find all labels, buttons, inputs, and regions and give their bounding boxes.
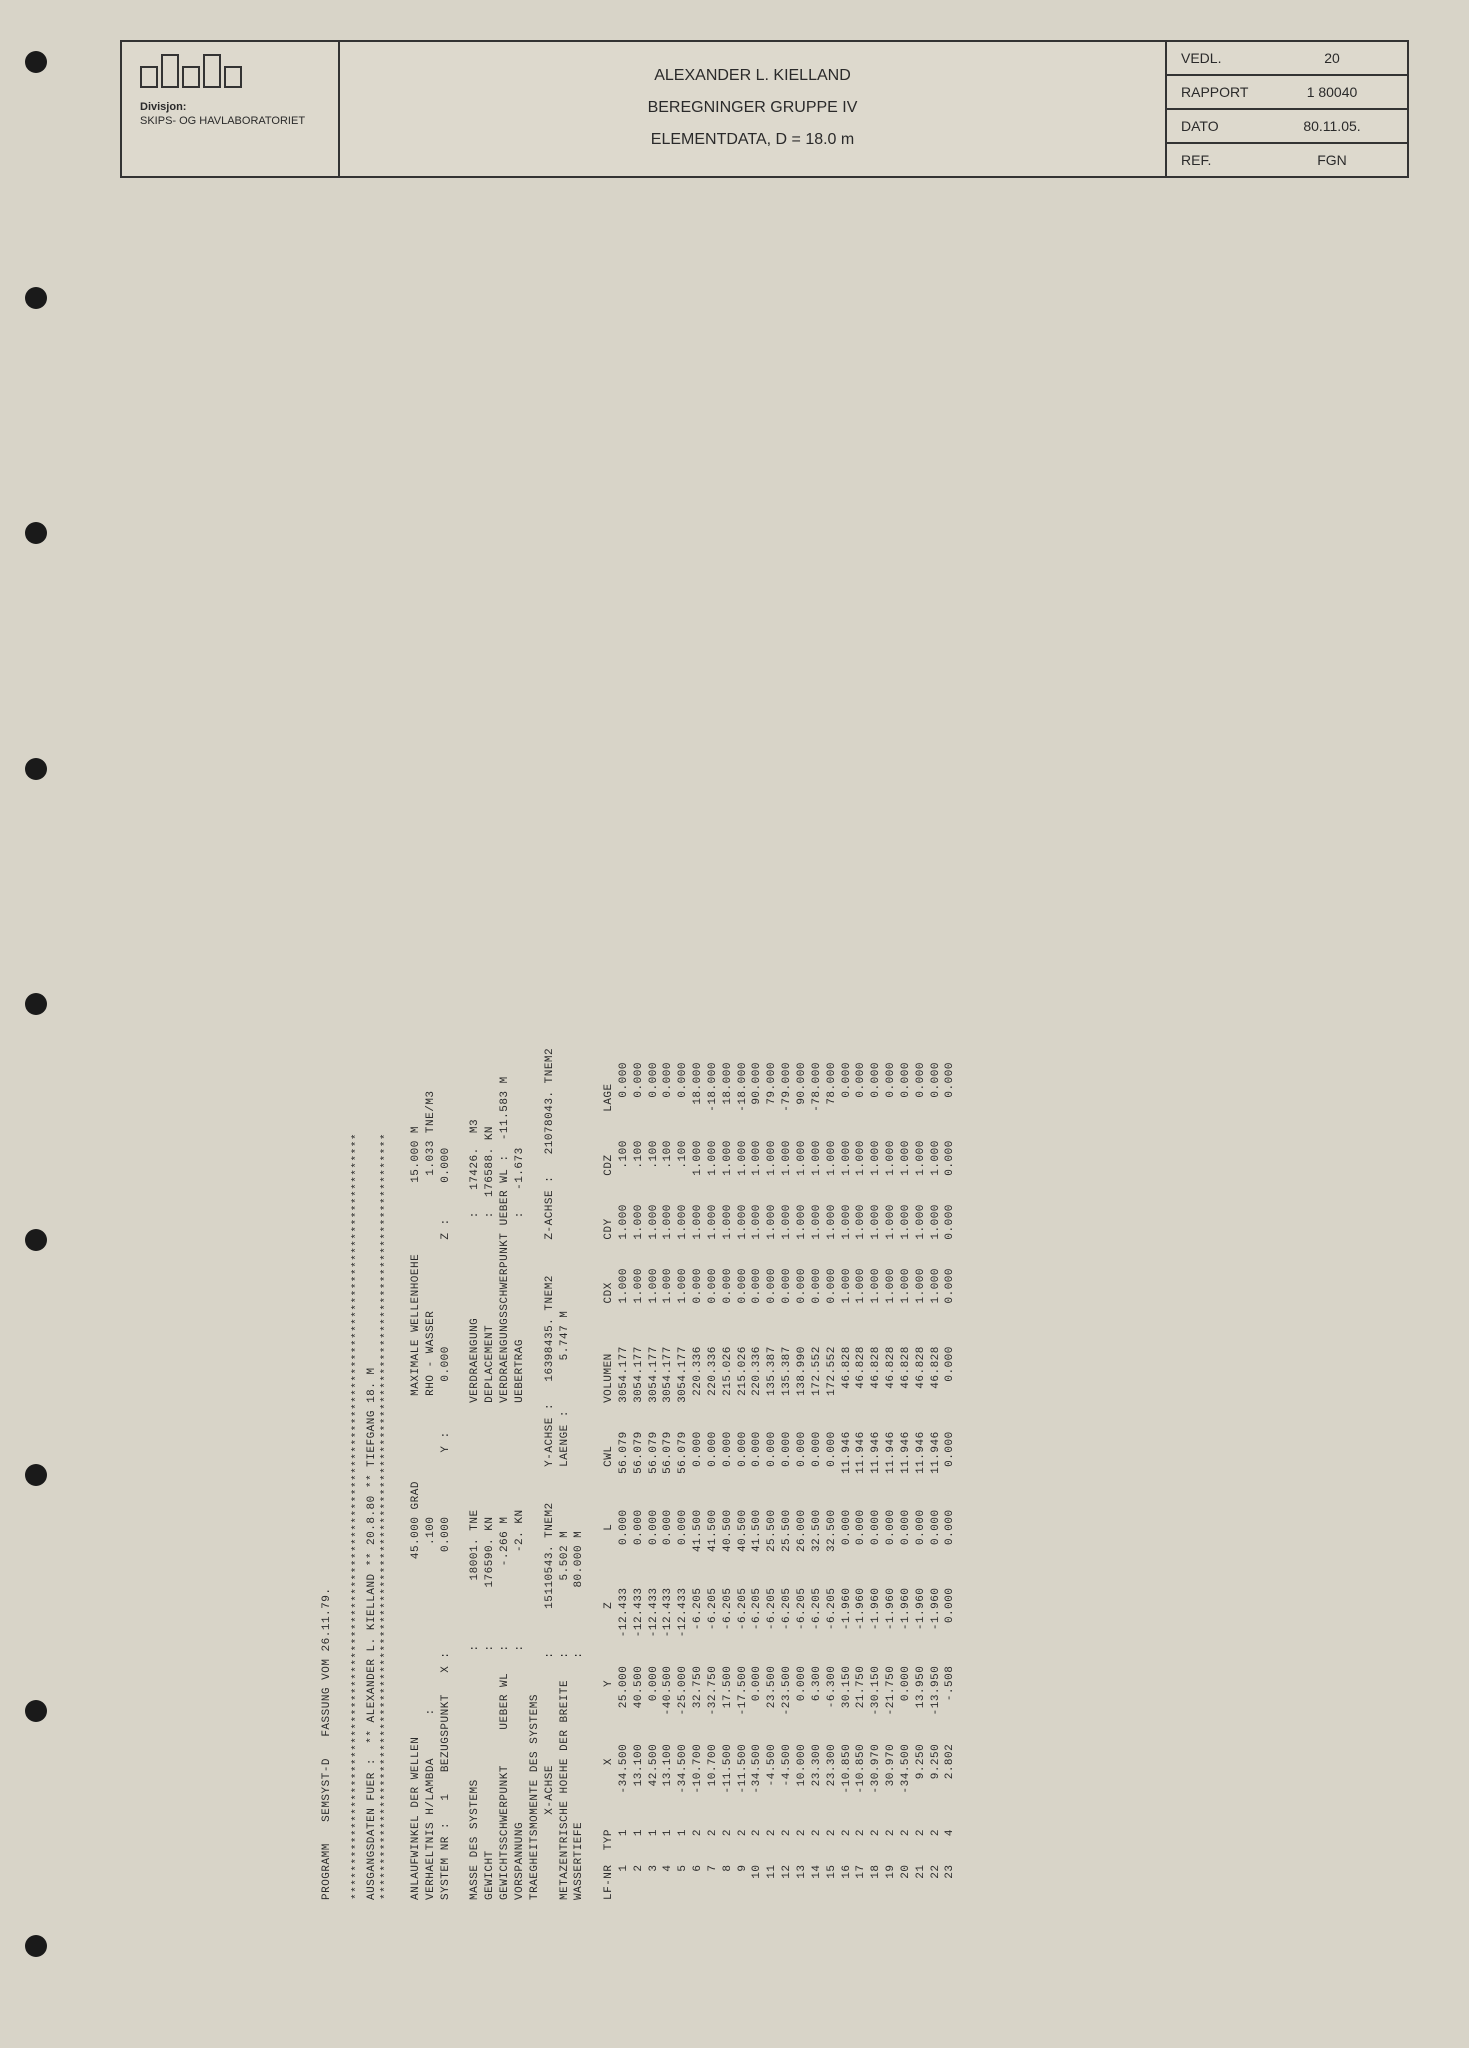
vedl-val: 20 (1271, 50, 1393, 66)
title-line-2: BEREGNINGER GRUPPE IV (358, 92, 1147, 124)
dato-row: DATO 80.11.05. (1167, 110, 1407, 144)
ref-row: REF. FGN (1167, 144, 1407, 176)
rapport-row: RAPPORT 1 80040 (1167, 76, 1407, 110)
ref-label: REF. (1181, 152, 1271, 168)
ref-val: FGN (1271, 152, 1393, 168)
header-box: Divisjon: SKIPS- OG HAVLABORATORIET ALEX… (120, 40, 1409, 178)
rapport-label: RAPPORT (1181, 84, 1271, 100)
vedl-label: VEDL. (1181, 50, 1271, 66)
title-line-3: ELEMENTDATA, D = 18.0 m (358, 124, 1147, 156)
printout-block: PROGRAMM SEMSYST-D FASSUNG VOM 26.11.79.… (320, 200, 958, 1900)
division-text: Divisjon: SKIPS- OG HAVLABORATORIET (140, 100, 320, 129)
dato-label: DATO (1181, 118, 1271, 134)
header-right: VEDL. 20 RAPPORT 1 80040 DATO 80.11.05. … (1165, 42, 1407, 176)
title-line-1: ALEXANDER L. KIELLAND (358, 60, 1147, 92)
vedl-row: VEDL. 20 (1167, 42, 1407, 76)
dato-val: 80.11.05. (1271, 118, 1393, 134)
logo (140, 54, 320, 88)
header-center: ALEXANDER L. KIELLAND BEREGNINGER GRUPPE… (340, 42, 1165, 176)
header-left: Divisjon: SKIPS- OG HAVLABORATORIET (122, 42, 340, 176)
rapport-val: 1 80040 (1271, 84, 1393, 100)
division-label: Divisjon: (140, 101, 186, 113)
division-name: SKIPS- OG HAVLABORATORIET (140, 115, 305, 127)
